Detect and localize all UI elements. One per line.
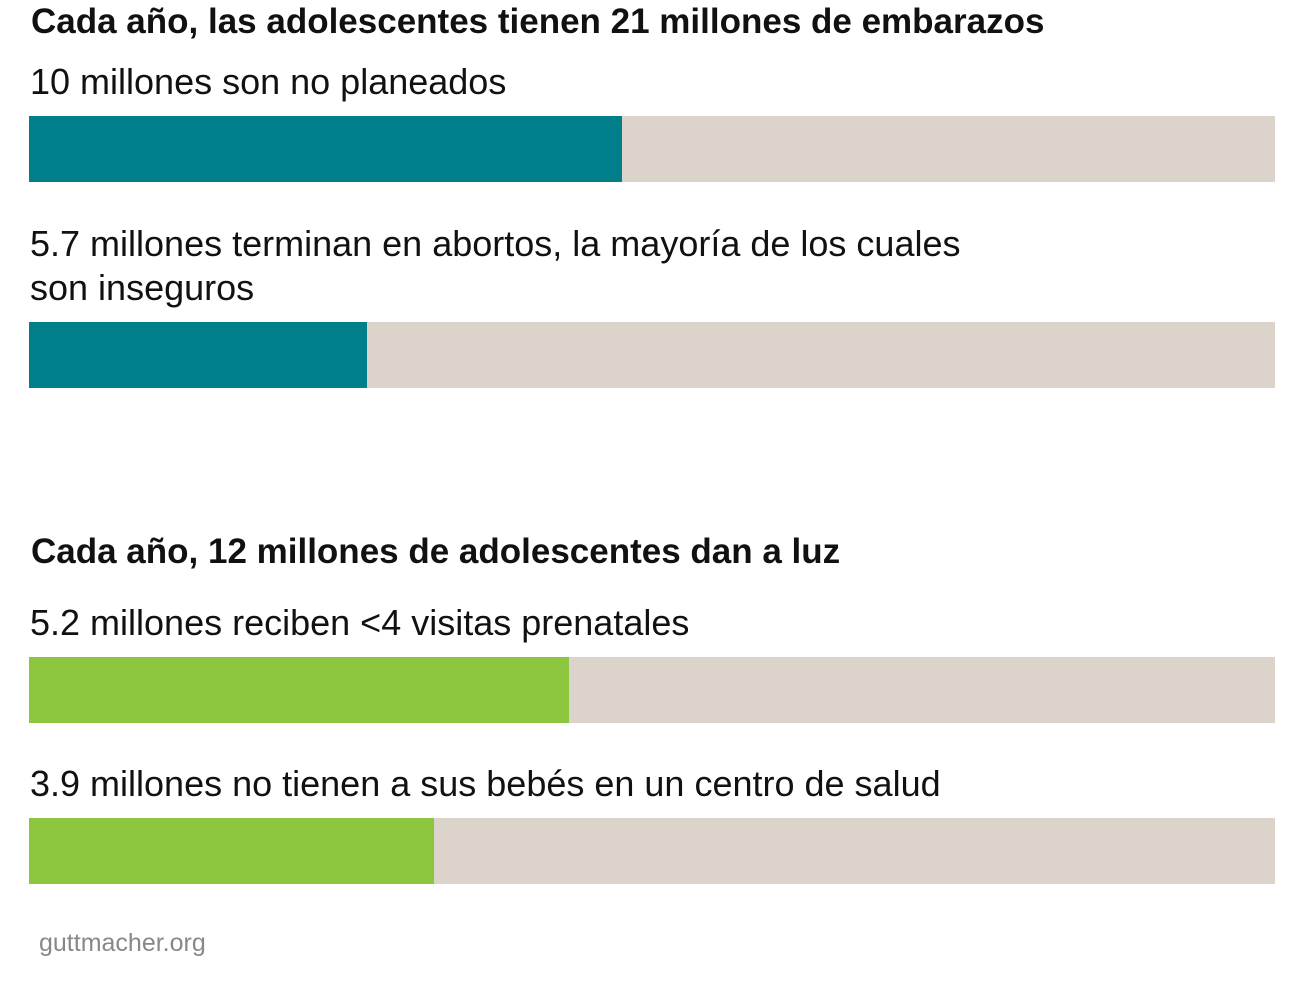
chart-1-bar-2-label: 5.7 millones terminan en abortos, la may…: [30, 223, 961, 308]
chart-2-bar-2-track: [29, 818, 1275, 884]
source-credit: guttmacher.org: [39, 929, 206, 957]
chart-1-title: Cada año, las adolescentes tienen 21 mil…: [31, 2, 1045, 41]
chart-1-bar-2: [29, 322, 368, 388]
chart-2-bar-1-track: [29, 657, 1275, 723]
chart-1-bar-1: [29, 116, 623, 182]
chart-2-bar-2-label: 3.9 millones no tienen a sus bebés en un…: [30, 763, 941, 804]
chart-2-title: Cada año, 12 millones de adolescentes da…: [31, 532, 841, 571]
chart-2-bar-2: [29, 818, 434, 884]
chart-1-bar-1-track: [29, 116, 1275, 182]
chart-1-bar-1-label: 10 millones son no planeados: [30, 61, 507, 102]
chart-2-bar-1: [29, 657, 569, 723]
chart-1-bar-2-track: [29, 322, 1275, 388]
chart-2-bar-1-label: 5.2 millones reciben <4 visitas prenatal…: [30, 602, 690, 643]
